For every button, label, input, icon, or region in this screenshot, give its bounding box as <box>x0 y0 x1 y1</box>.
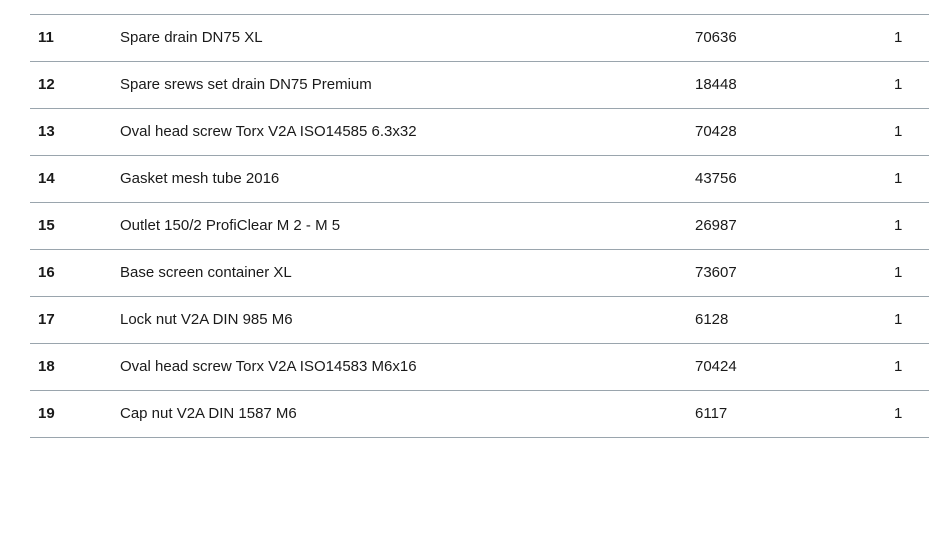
article-number: 26987 <box>695 217 737 234</box>
article-number: 73607 <box>695 264 737 281</box>
table-row: 19 Cap nut V2A DIN 1587 M6 6117 1 <box>30 391 929 438</box>
article-number: 6128 <box>695 311 729 328</box>
position-number: 18 <box>38 358 55 375</box>
position-number: 16 <box>38 264 55 281</box>
table-row: 12 Spare srews set drain DN75 Premium 1844… <box>30 62 929 109</box>
position-number: 11 <box>38 29 54 46</box>
article-number: 43756 <box>695 170 737 187</box>
part-name: Outlet 150/2 ProfiClear M 2 - M 5 <box>120 217 341 234</box>
table-row: 11 Spare drain DN75 XL 70636 1 <box>30 15 929 62</box>
quantity: 1 <box>894 264 903 281</box>
part-name: Lock nut V2A DIN 985 M6 <box>120 311 293 328</box>
position-number: 15 <box>38 217 55 234</box>
quantity: 1 <box>894 217 903 234</box>
position-number: 17 <box>38 311 55 328</box>
part-name: Oval head screw Torx V2A ISO14583 M6x16 <box>120 358 417 375</box>
position-number: 14 <box>38 170 55 187</box>
part-name: Base screen container XL <box>120 264 292 281</box>
table-row: 18 Oval head screw Torx V2A ISO14583 M6x1… <box>30 344 929 391</box>
position-number: 13 <box>38 123 55 140</box>
part-name: Oval head screw Torx V2A ISO14585 6.3x32 <box>120 123 417 140</box>
quantity: 1 <box>894 76 903 93</box>
position-number: 19 <box>38 405 55 422</box>
position-number: 12 <box>38 76 55 93</box>
article-number: 6117 <box>695 405 728 422</box>
article-number: 70428 <box>695 123 737 140</box>
quantity: 1 <box>894 29 903 46</box>
part-name: Spare srews set drain DN75 Premium <box>120 76 372 93</box>
article-number: 70636 <box>695 29 737 46</box>
table-row: 14 Gasket mesh tube 2016 43756 1 <box>30 156 929 203</box>
article-number: 70424 <box>695 358 737 375</box>
quantity: 1 <box>894 358 903 375</box>
part-name: Gasket mesh tube 2016 <box>120 170 280 187</box>
table-row: 17 Lock nut V2A DIN 985 M6 6128 1 <box>30 297 929 344</box>
table-row: 16 Base screen container XL 73607 1 <box>30 250 929 297</box>
article-number: 18448 <box>695 76 737 93</box>
table-row: 15 Outlet 150/2 ProfiClear M 2 - M 5 26987… <box>30 203 929 250</box>
quantity: 1 <box>894 123 903 140</box>
part-name: Cap nut V2A DIN 1587 M6 <box>120 405 297 422</box>
quantity: 1 <box>894 170 903 187</box>
quantity: 1 <box>894 405 903 422</box>
part-name: Spare drain DN75 XL <box>120 29 263 46</box>
quantity: 1 <box>894 311 903 328</box>
table-row: 13 Oval head screw Torx V2A ISO14585 6.3x… <box>30 109 929 156</box>
parts-table: 11 Spare drain DN75 XL 70636 1 12 Spare srews… <box>30 14 929 438</box>
